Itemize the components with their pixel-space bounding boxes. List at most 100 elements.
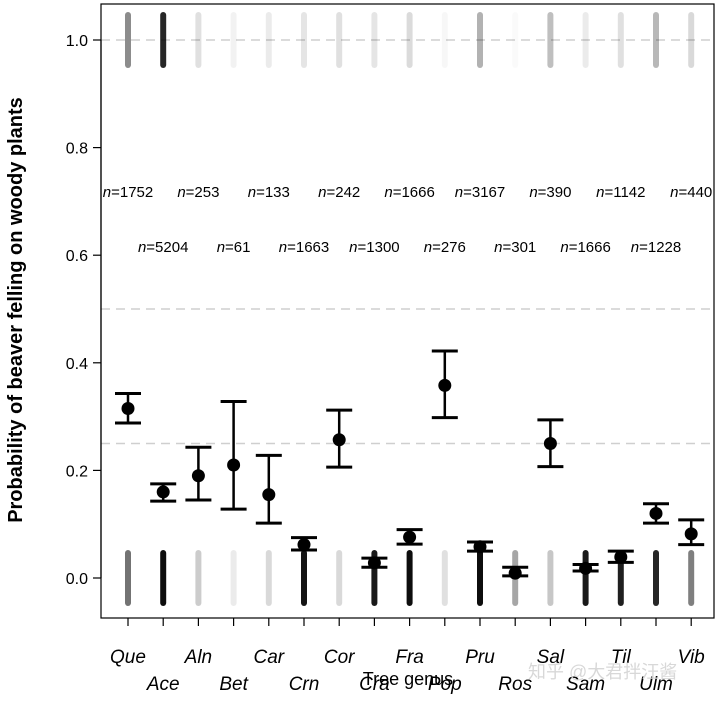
- y-tick-label: 0.4: [66, 356, 88, 373]
- confidence-intervals: [115, 349, 705, 578]
- reference-lines: [101, 39, 714, 445]
- jitter-strip: [477, 12, 483, 68]
- jitter-strip: [617, 550, 624, 606]
- sample-size-label: n=1663: [279, 239, 329, 256]
- mean-point: [121, 402, 135, 416]
- mean-point: [156, 485, 170, 499]
- jitter-strip: [301, 550, 307, 606]
- x-tick-label: Vib: [678, 647, 705, 668]
- x-tick-label: Que: [110, 647, 146, 668]
- y-tick-label: 1.0: [66, 33, 88, 50]
- jitter-strip: [125, 12, 131, 68]
- x-axis-title: Tree genus: [363, 669, 453, 689]
- sample-size-label: n=1752: [103, 184, 153, 201]
- sample-size-label: n=1666: [384, 184, 434, 201]
- jitter-strip: [547, 550, 554, 606]
- jitter-strip: [336, 550, 343, 606]
- jitter-strip: [265, 550, 272, 606]
- sample-size-label: n=276: [424, 239, 466, 256]
- watermark-text: 知乎 @大君拌汪酱: [528, 662, 677, 682]
- jitter-strip: [125, 550, 131, 606]
- plot-frame: [100, 3, 715, 619]
- mean-point: [262, 488, 276, 502]
- sample-size-label: n=61: [217, 239, 251, 256]
- mean-points: [121, 378, 698, 580]
- mean-point: [297, 538, 311, 552]
- jitter-strip: [160, 550, 167, 606]
- y-axis-title: Probability of beaver felling on woody p…: [5, 97, 27, 523]
- sample-size-label: n=1142: [596, 184, 645, 201]
- jitter-strip: [688, 12, 695, 68]
- jitter-strip: [230, 550, 237, 606]
- mean-point: [508, 566, 522, 580]
- mean-point: [332, 433, 346, 447]
- x-tick-label: Cor: [324, 647, 355, 668]
- x-tick-label: Pru: [465, 647, 495, 668]
- y-tick-label: 0.2: [66, 463, 88, 480]
- sample-size-label: n=5204: [138, 239, 188, 256]
- x-tick-label: Sam: [566, 674, 605, 695]
- sample-size-label: n=3167: [455, 184, 505, 201]
- jitter-strip: [582, 12, 589, 68]
- jitter-strip: [160, 12, 167, 68]
- jitter-strip: [653, 12, 659, 68]
- errorbar: [220, 400, 247, 511]
- jitter-strip: [265, 12, 272, 68]
- x-tick-label: Ace: [146, 674, 180, 695]
- x-tick-label: Crn: [289, 674, 320, 695]
- jitter-strip: [617, 12, 624, 68]
- x-tick-label: Cra: [359, 674, 390, 695]
- jitter-strip: [688, 550, 695, 606]
- jitter-strip: [653, 550, 659, 606]
- sample-size-label: n=1228: [631, 239, 681, 256]
- sample-size-label: n=390: [529, 184, 571, 201]
- jitter-strip: [512, 12, 518, 68]
- jitter-strip: [442, 12, 448, 68]
- jitter-strip: [301, 12, 307, 68]
- raw-observations: [125, 12, 695, 606]
- jitter-strip: [195, 12, 202, 68]
- jitter-strip: [336, 12, 343, 68]
- sample-size-labels: n=1752 n=5204 n=253 n=61 n=133 n=1663 n=242 n=1…: [103, 184, 713, 256]
- jitter-strip: [406, 550, 413, 606]
- x-tick-label: Aln: [184, 647, 212, 668]
- y-tick-label: 0.6: [66, 248, 88, 265]
- sample-size-label: n=1300: [349, 239, 399, 256]
- y-tick-label: 0.0: [66, 571, 88, 588]
- x-tick-label: Fra: [395, 647, 424, 668]
- y-tick-label: 0.8: [66, 141, 88, 158]
- mean-point: [227, 458, 241, 472]
- mean-point: [543, 437, 557, 450]
- x-tick-label: Sal: [537, 647, 565, 668]
- sample-size-label: n=133: [248, 184, 290, 201]
- sample-size-label: n=301: [494, 239, 536, 256]
- mean-point: [367, 556, 381, 570]
- mean-point: [191, 469, 205, 483]
- jitter-strip: [547, 12, 554, 68]
- x-tick-label: Pop: [428, 674, 462, 695]
- sample-size-label: n=1666: [560, 239, 610, 256]
- mean-point: [614, 550, 628, 564]
- sample-size-label: n=253: [177, 184, 219, 201]
- jitter-strip: [582, 550, 589, 606]
- sample-size-label: n=440: [670, 184, 712, 201]
- jitter-strip: [441, 550, 448, 606]
- jitter-strip: [477, 550, 483, 606]
- x-tick-label: Ros: [498, 674, 532, 695]
- x-tick-label: Ulm: [639, 674, 673, 695]
- jitter-strip: [406, 12, 413, 68]
- x-tick-label: Til: [611, 647, 632, 668]
- jitter-strip: [195, 550, 202, 606]
- mean-point: [438, 378, 452, 392]
- sample-size-label: n=242: [318, 184, 360, 201]
- mean-point: [579, 561, 593, 575]
- mean-point: [649, 506, 663, 520]
- mean-point: [403, 530, 417, 544]
- x-tick-label: Bet: [219, 674, 248, 695]
- mean-point: [684, 527, 698, 541]
- jitter-strip: [230, 12, 237, 68]
- y-axis: 0.0 0.2 0.4 0.6 0.8 1.0: [66, 33, 102, 588]
- mean-point: [473, 540, 487, 554]
